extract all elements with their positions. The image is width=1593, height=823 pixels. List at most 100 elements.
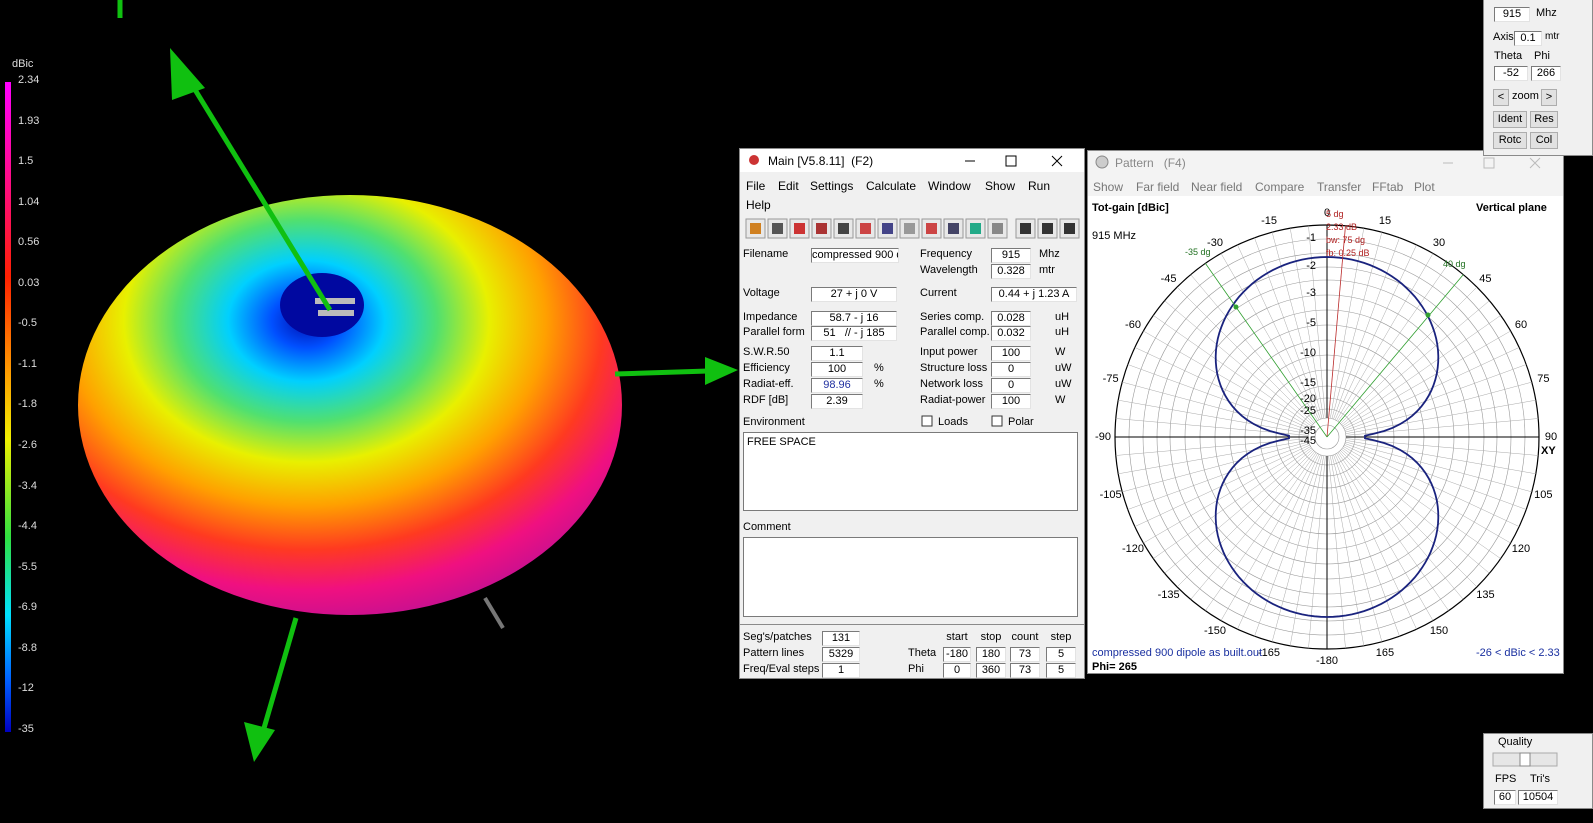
menu-item[interactable]: Edit	[778, 179, 799, 193]
ring-label: -25	[1300, 405, 1316, 417]
field-value[interactable]: 58.7 - j 16	[811, 311, 897, 326]
field-value[interactable]: 73	[1010, 663, 1040, 678]
polar-spoke	[1341, 300, 1490, 425]
field-label: Radiat-power	[920, 394, 986, 406]
field-value[interactable]: 0.328	[991, 264, 1031, 279]
menu-item[interactable]: Help	[746, 198, 771, 212]
beamwidth-point	[1425, 312, 1431, 318]
field-value[interactable]: 51 // - j 185	[811, 326, 897, 341]
field-value[interactable]: 60	[1494, 790, 1516, 805]
field-label: Parallel form	[743, 326, 805, 338]
menu-item[interactable]: Run	[1028, 179, 1051, 193]
field-value[interactable]: 2.39	[811, 394, 863, 409]
menu-item[interactable]: Compare	[1255, 180, 1305, 194]
scale-label: 1.5	[18, 155, 34, 168]
close[interactable]	[1529, 157, 1541, 169]
field-value[interactable]: 0	[991, 362, 1031, 377]
field-value[interactable]: 100	[991, 394, 1031, 409]
field-label: Axis	[1493, 31, 1514, 43]
scale-label: 2.34	[18, 74, 40, 86]
menu-item[interactable]: Transfer	[1317, 180, 1362, 194]
quantity: Tot-gain [dBic]	[1092, 202, 1169, 214]
polar-spoke	[1289, 228, 1324, 419]
field-label: S.W.R.50	[743, 346, 790, 358]
checkbox-label[interactable]: Polar	[1008, 416, 1034, 428]
max-direction	[1326, 225, 1346, 438]
antenna	[315, 298, 355, 304]
beamwidth-edge	[1326, 274, 1464, 438]
field-label: Efficiency	[743, 362, 790, 374]
button[interactable]: Col	[1530, 132, 1558, 149]
field-value[interactable]: 0	[991, 378, 1031, 393]
field-value[interactable]: 266	[1531, 66, 1561, 81]
comment-text[interactable]	[743, 537, 1078, 617]
field-value[interactable]: -52	[1494, 66, 1528, 81]
field-value[interactable]: 0.032	[991, 326, 1031, 341]
field-value[interactable]: 98.96	[811, 378, 863, 393]
field-value[interactable]: -180	[943, 647, 971, 662]
checkbox[interactable]	[921, 415, 933, 427]
scale-label: -8.8	[18, 641, 37, 654]
field-value[interactable]: 915	[991, 248, 1031, 263]
maximize[interactable]	[1005, 155, 1017, 167]
close[interactable]	[1051, 155, 1063, 167]
field-value[interactable]: 0.44 + j 1.23 A	[991, 287, 1077, 302]
toolbar-icon	[772, 223, 783, 234]
button[interactable]: >	[1541, 89, 1557, 106]
maximize[interactable]	[1483, 157, 1495, 169]
field-value[interactable]: 360	[976, 663, 1006, 678]
button[interactable]: Ident	[1493, 111, 1527, 128]
menu-item[interactable]: File	[746, 179, 766, 193]
angle-label: 105	[1534, 488, 1553, 501]
toolbar-icon	[970, 223, 981, 234]
field-value[interactable]: 10504	[1518, 790, 1558, 805]
plane-axis: XY	[1541, 445, 1556, 457]
polar-spoke	[1344, 443, 1527, 510]
menu-item[interactable]: Window	[928, 179, 971, 193]
field-value[interactable]: 0	[943, 663, 971, 678]
field-value[interactable]: 5329	[822, 647, 860, 662]
scale-label: 0.56	[18, 236, 40, 249]
ring-label: -10	[1300, 347, 1316, 359]
unit-label: W	[1055, 394, 1066, 406]
button[interactable]: Res	[1530, 111, 1558, 128]
menu-item[interactable]: Show	[1093, 180, 1124, 194]
button[interactable]: <	[1493, 89, 1509, 106]
field-value[interactable]: compressed 900 d	[811, 248, 899, 263]
checkbox-label[interactable]: Loads	[938, 416, 968, 428]
phi: Phi= 265	[1092, 661, 1137, 673]
menu-item[interactable]: FFtab	[1372, 180, 1404, 194]
field-value[interactable]: 1.1	[811, 346, 863, 361]
field-value[interactable]: 180	[976, 647, 1006, 662]
checkbox[interactable]	[991, 415, 1003, 427]
ring-label: -15	[1300, 377, 1316, 389]
ring-label: -20	[1300, 393, 1316, 405]
field-value[interactable]: 5	[1046, 647, 1076, 662]
angle-label: 90	[1544, 431, 1558, 443]
toolbar-icon	[794, 223, 805, 234]
field-value[interactable]: 27 + j 0 V	[811, 287, 897, 302]
column-header: step	[1050, 631, 1072, 643]
field-value[interactable]: 73	[1010, 647, 1040, 662]
scale-label: 1.93	[18, 114, 40, 127]
field-value[interactable]: 100	[991, 346, 1031, 361]
menu-item[interactable]: Show	[985, 179, 1016, 193]
environment-text[interactable]: FREE SPACE	[743, 432, 1078, 511]
polar-spoke	[1339, 451, 1464, 600]
button[interactable]: Rotc	[1493, 132, 1527, 149]
field-value[interactable]: 5	[1046, 663, 1076, 678]
angle-label: 150	[1429, 624, 1449, 637]
angle-label: -30	[1207, 237, 1223, 249]
menu-item[interactable]: Near field	[1191, 180, 1243, 194]
field-value[interactable]: 0.028	[991, 311, 1031, 326]
field-value[interactable]: 100	[811, 362, 863, 377]
field-value[interactable]: 131	[822, 631, 860, 646]
field-value[interactable]: 915	[1494, 7, 1530, 22]
menu-item[interactable]: Plot	[1414, 180, 1435, 194]
menu-item[interactable]: Settings	[810, 179, 854, 193]
menu-item[interactable]: Calculate	[866, 179, 917, 193]
field-value[interactable]: 1	[822, 663, 860, 678]
menu-item[interactable]: Far field	[1136, 180, 1180, 194]
field-value[interactable]: 0.1	[1514, 31, 1542, 46]
